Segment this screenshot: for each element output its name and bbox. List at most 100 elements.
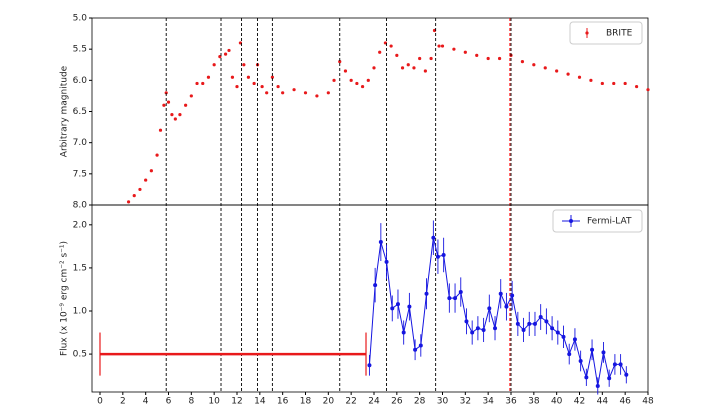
data-point: [452, 47, 456, 51]
data-point: [646, 88, 650, 92]
data-point: [173, 117, 177, 121]
x-tick-label: 46: [619, 397, 631, 406]
data-line: [368, 237, 627, 387]
data-point: [223, 52, 228, 56]
x-tick-label: 12: [231, 397, 242, 406]
data-point: [510, 293, 515, 298]
y-tick-label: 5.5: [73, 45, 87, 55]
data-point: [378, 240, 383, 245]
data-point: [624, 372, 629, 377]
data-point: [162, 103, 166, 107]
data-point: [413, 347, 418, 352]
data-point: [423, 69, 427, 73]
data-point: [366, 78, 370, 82]
data-point: [418, 56, 422, 61]
data-point: [577, 75, 582, 79]
data-point: [538, 315, 543, 320]
data-point: [595, 383, 600, 388]
data-point: [138, 187, 142, 192]
data-point: [242, 63, 246, 67]
data-point: [470, 330, 475, 335]
data-point: [281, 91, 285, 95]
data-point: [126, 200, 131, 204]
data-point: [412, 66, 416, 70]
data-point: [158, 128, 163, 132]
data-point: [555, 330, 560, 335]
data-point: [475, 326, 480, 331]
legend-box: [552, 209, 643, 233]
x-tick-label: 22: [345, 397, 356, 406]
x-tick-label: 20: [323, 397, 335, 406]
x-tick-label: 18: [300, 397, 312, 406]
data-point: [463, 50, 467, 54]
y-tick-label: 2.0: [73, 220, 88, 230]
data-point: [132, 194, 136, 198]
data-point: [367, 363, 372, 368]
data-point: [493, 326, 498, 331]
data-point: [407, 304, 412, 309]
y-tick-label: 5.0: [73, 14, 88, 24]
data-point: [349, 78, 353, 82]
data-point: [515, 321, 520, 326]
data-point: [201, 81, 205, 86]
legend-marker: [585, 31, 589, 35]
y-tick-label: 7.0: [73, 138, 88, 148]
legend-label: Fermi-LAT: [587, 217, 632, 227]
data-point: [600, 81, 604, 86]
data-point: [447, 296, 452, 301]
data-point: [589, 78, 593, 82]
data-point: [195, 81, 199, 86]
data-point: [437, 44, 441, 48]
data-point: [389, 44, 393, 48]
data-point: [497, 56, 502, 61]
data-point: [206, 75, 211, 79]
data-point: [481, 327, 486, 332]
data-point: [612, 362, 617, 367]
data-point: [260, 84, 264, 89]
data-point: [212, 63, 216, 67]
data-point: [634, 84, 639, 89]
data-point: [520, 60, 525, 64]
x-tick-label: 6: [166, 397, 172, 406]
y-tick-label: 6.0: [73, 76, 88, 86]
data-point: [155, 153, 159, 157]
x-tick-label: 10: [208, 397, 220, 406]
x-tick-label: 36: [505, 397, 517, 406]
x-tick-label: 44: [597, 397, 609, 406]
data-point: [401, 330, 406, 335]
data-point: [355, 81, 359, 86]
data-point: [475, 53, 479, 58]
data-point: [486, 56, 490, 61]
y-tick-label: 0.5: [73, 350, 87, 360]
data-point: [543, 66, 547, 70]
data-point: [440, 44, 445, 48]
legend-label: BRITE: [606, 29, 633, 39]
data-point: [303, 91, 308, 95]
data-point: [252, 81, 256, 86]
y-tick-label: 7.5: [73, 169, 87, 179]
data-point: [498, 291, 503, 296]
data-point: [189, 94, 193, 98]
x-tick-label: 2: [120, 397, 126, 406]
data-point: [170, 113, 174, 117]
data-point: [270, 75, 274, 79]
data-point: [166, 100, 171, 104]
data-point: [555, 69, 559, 73]
data-point: [612, 81, 616, 86]
data-point: [521, 327, 526, 332]
data-point: [504, 304, 509, 309]
data-point: [572, 337, 577, 342]
data-point: [360, 84, 365, 89]
x-tick-label: 24: [368, 397, 380, 406]
x-tick-label: 48: [642, 397, 654, 406]
data-point: [550, 326, 555, 331]
data-point: [338, 60, 342, 64]
y-axis-label: Arbitrary magnitude: [60, 65, 70, 157]
y-axis-label: Flux (x 10⁻⁹ erg cm⁻² s⁻¹): [60, 241, 70, 356]
data-point: [458, 290, 463, 295]
data-point: [406, 63, 410, 67]
data-point: [184, 103, 188, 107]
data-point: [532, 321, 537, 326]
data-point: [532, 63, 536, 67]
data-point: [292, 88, 296, 92]
